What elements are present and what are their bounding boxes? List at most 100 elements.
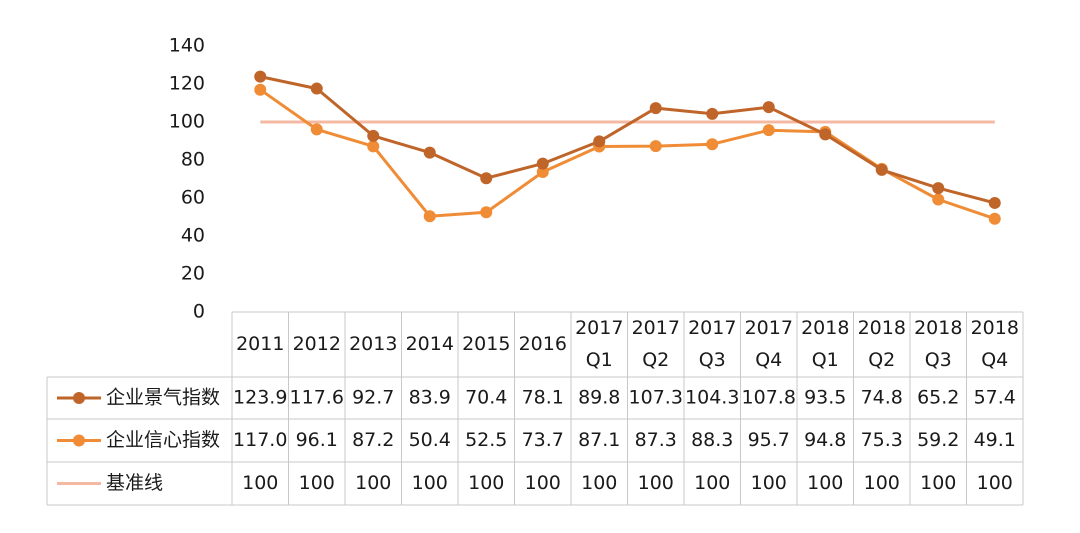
data-table-grid — [46, 311, 1024, 506]
data-point — [423, 146, 436, 159]
y-tick-label: 80 — [181, 149, 205, 171]
data-label: 100 — [412, 472, 448, 494]
plot-area — [254, 70, 1001, 225]
category-label: Q3 — [925, 349, 952, 371]
data-label: 78.1 — [522, 387, 564, 409]
data-point — [536, 165, 549, 178]
data-label: 96.1 — [296, 429, 338, 451]
data-label: 104.3 — [685, 387, 739, 409]
category-label: 2014 — [406, 333, 454, 355]
legend-entry: 基准线 — [57, 472, 163, 494]
data-label: 100 — [694, 472, 730, 494]
y-tick-label: 100 — [169, 111, 205, 133]
data-point — [932, 182, 945, 195]
legend-label: 企业信心指数 — [106, 429, 220, 451]
category-label: 2017 — [745, 317, 793, 339]
legend-marker — [73, 392, 85, 404]
data-label: 59.2 — [917, 429, 959, 451]
legend-label: 基准线 — [106, 472, 163, 494]
data-point — [649, 140, 662, 153]
series-1 — [254, 83, 1001, 225]
data-label: 100 — [355, 472, 391, 494]
data-label: 75.3 — [861, 429, 903, 451]
category-label: 2018 — [801, 317, 849, 339]
data-point — [593, 135, 606, 148]
y-tick-label: 20 — [181, 263, 205, 285]
data-label: 100 — [807, 472, 843, 494]
y-tick-label: 40 — [181, 225, 205, 247]
data-point — [932, 193, 945, 206]
series-line — [259, 75, 996, 205]
legend-entry: 企业景气指数 — [57, 387, 220, 409]
data-point — [254, 70, 267, 83]
data-point — [480, 172, 493, 185]
legend-marker — [73, 434, 85, 447]
category-label: 2017 — [632, 317, 680, 339]
data-label: 100 — [751, 472, 787, 494]
data-point — [649, 102, 662, 115]
category-label: Q2 — [642, 349, 669, 371]
category-label: 2018 — [914, 317, 962, 339]
category-label: Q3 — [699, 349, 726, 371]
data-label: 100 — [638, 472, 674, 494]
y-tick-label: 0 — [193, 301, 205, 323]
data-point — [367, 140, 380, 153]
category-label: 2015 — [462, 333, 510, 355]
category-label: Q4 — [755, 349, 782, 371]
data-label: 92.7 — [352, 387, 394, 409]
data-label: 49.1 — [974, 429, 1016, 451]
data-label: 74.8 — [861, 387, 903, 409]
data-label: 83.9 — [409, 387, 451, 409]
data-point — [254, 83, 267, 96]
data-point — [819, 128, 832, 141]
data-point — [367, 129, 380, 142]
category-label: 2012 — [293, 333, 341, 355]
category-label: 2011 — [236, 333, 284, 355]
data-label: 87.2 — [352, 429, 394, 451]
category-label: 2018 — [971, 317, 1019, 339]
legend-entry: 企业信心指数 — [57, 429, 220, 451]
data-point — [762, 101, 775, 114]
data-label: 117.0 — [233, 429, 287, 451]
data-label: 87.3 — [635, 429, 677, 451]
data-label: 117.6 — [290, 387, 344, 409]
data-label: 100 — [242, 472, 278, 494]
series-0 — [254, 70, 1001, 209]
category-label: 2018 — [858, 317, 906, 339]
category-label: 2013 — [349, 333, 397, 355]
data-point — [706, 138, 719, 151]
data-point — [875, 163, 888, 176]
data-point — [310, 82, 323, 95]
y-tick-label: 140 — [169, 35, 205, 57]
data-label: 107.3 — [629, 387, 683, 409]
data-label: 100 — [920, 472, 956, 494]
y-axis: 0 20 40 60 80 100 120 140 — [169, 35, 205, 323]
series-line — [259, 88, 996, 221]
data-point — [762, 124, 775, 137]
category-label: Q1 — [586, 349, 613, 371]
category-label: 2016 — [519, 333, 567, 355]
data-point — [480, 206, 493, 219]
data-point — [536, 157, 549, 170]
category-label: Q2 — [868, 349, 895, 371]
category-label: 2017 — [575, 317, 623, 339]
y-tick-label: 120 — [169, 73, 205, 95]
category-label: 2017 — [688, 317, 736, 339]
data-label: 95.7 — [748, 429, 790, 451]
data-point — [988, 196, 1001, 209]
data-label: 87.1 — [578, 429, 620, 451]
data-label: 52.5 — [465, 429, 507, 451]
data-label: 88.3 — [691, 429, 733, 451]
data-label: 94.8 — [804, 429, 846, 451]
data-label: 100 — [581, 472, 617, 494]
data-label: 100 — [864, 472, 900, 494]
data-label: 50.4 — [409, 429, 451, 451]
legend-label: 企业景气指数 — [106, 387, 220, 409]
data-label: 70.4 — [465, 387, 507, 409]
y-tick-label: 60 — [181, 187, 205, 209]
data-label: 93.5 — [804, 387, 846, 409]
data-point — [706, 107, 719, 120]
data-label: 107.8 — [742, 387, 796, 409]
data-point — [423, 210, 436, 223]
